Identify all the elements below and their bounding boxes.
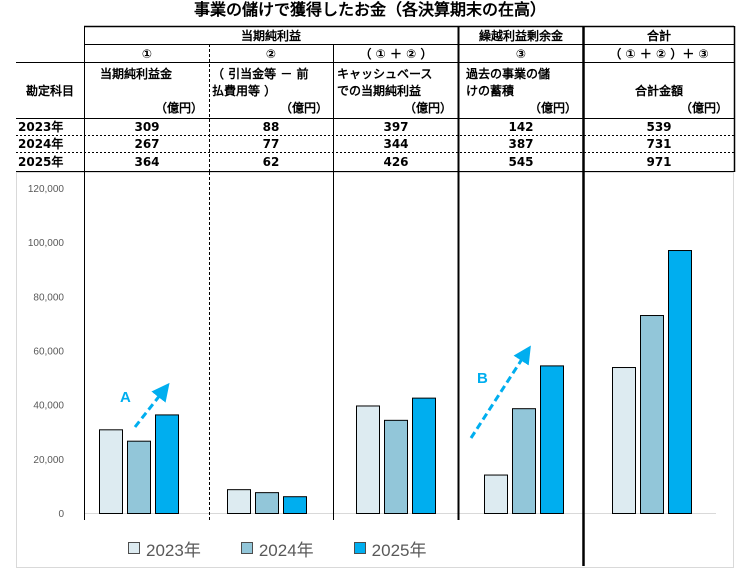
bar-2025年-1 — [283, 496, 307, 515]
data-table: 当期純利益 繰越利益剰余金 合計 ① ② （ ① ＋ ② ） ③ （ ① ＋ ②… — [16, 25, 736, 172]
bar-2025年-2 — [412, 397, 436, 514]
y-tick-label: 40,000 — [33, 401, 64, 412]
col-marker-3: （ ① ＋ ② ） — [359, 46, 432, 61]
legend-item-2024: 2024年 — [240, 536, 314, 561]
bar-2023年-2 — [356, 405, 380, 514]
bar-2025年-4 — [668, 250, 692, 514]
col1-unit: （億円） — [155, 100, 203, 115]
col2-label-line2: 払費用等 ） — [212, 83, 276, 98]
bar-2024年-1 — [255, 492, 279, 515]
row-year: 2024年 — [18, 136, 63, 151]
bar-2025年-3 — [540, 365, 564, 515]
col-marker-5: （ ① ＋ ② ）＋ ③ — [609, 46, 708, 61]
col2-label-line1: （ 引当金等 － 前 — [212, 66, 309, 81]
group-header-total: 合計 — [647, 28, 671, 43]
y-tick-label: 80,000 — [33, 292, 64, 303]
table-cell: 344 — [383, 137, 408, 151]
col3-label-line2: での当期純利益 — [337, 83, 421, 98]
table-cell: 364 — [134, 155, 159, 169]
row-year: 2025年 — [18, 154, 63, 169]
bar-2023年-0 — [99, 429, 123, 514]
legend-label: 2025年 — [371, 540, 427, 560]
table-cell: 77 — [263, 137, 280, 151]
table-cell: 387 — [508, 137, 533, 151]
bar-2023年-3 — [484, 474, 508, 514]
row-year: 2023年 — [18, 119, 63, 134]
col3-label-line1: キャッシュベース — [337, 67, 432, 81]
table-cell: 539 — [646, 120, 671, 134]
y-tick-label: 120,000 — [28, 184, 65, 195]
group-header-retained: 繰越利益剰余金 — [479, 28, 564, 43]
chart-separator-lines — [84, 172, 585, 566]
bar-2024年-3 — [512, 408, 536, 514]
table-cell: 88 — [263, 120, 280, 134]
col1-label-line1: 当期純利益金 — [100, 66, 173, 81]
table-cell: 545 — [508, 155, 533, 169]
legend-swatch — [128, 542, 140, 554]
col2-unit: （億円） — [280, 100, 328, 115]
col-marker-1: ① — [142, 47, 152, 61]
table-cell: 267 — [134, 137, 159, 151]
table-cell: 309 — [134, 120, 159, 134]
table-cell: 971 — [646, 155, 671, 169]
table-grid-lines — [16, 25, 736, 172]
chart-legend: 2023年 2024年 2025年 — [128, 536, 466, 560]
row-header-label: 勘定科目 — [26, 83, 74, 98]
legend-item-2025: 2025年 — [353, 536, 427, 561]
annotation-arrow-B — [469, 345, 531, 439]
col4-label-line2: けの蓄積 — [466, 83, 515, 98]
bar-2024年-2 — [384, 419, 408, 515]
col4-label-line1: 過去の事業の儲 — [465, 66, 550, 81]
annotation-label-B: B — [477, 370, 488, 387]
legend-label: 2023年 — [146, 540, 201, 560]
y-tick-label: 20,000 — [33, 455, 64, 466]
table-cell: 62 — [263, 155, 280, 169]
group-header-current-profit: 当期純利益 — [241, 28, 301, 43]
bar-2024年-4 — [640, 315, 664, 515]
table-cell: 397 — [383, 120, 408, 134]
chart-area-border — [16, 172, 734, 568]
legend-label: 2024年 — [258, 540, 314, 560]
y-tick-label: 100,000 — [28, 238, 65, 249]
table-cell: 426 — [383, 155, 408, 169]
col-marker-2: ② — [266, 47, 276, 61]
annotation-label-A: A — [120, 389, 131, 406]
col5-label-line2: 合計金額 — [635, 83, 683, 98]
annotation-arrow-A — [133, 382, 170, 428]
col4-unit: （億円） — [529, 100, 577, 115]
table-cell: 731 — [646, 137, 671, 151]
legend-swatch — [353, 542, 366, 554]
page-title: 事業の儲けで獲得したお金（各決算期末の在高） — [193, 0, 546, 19]
legend-swatch — [240, 542, 253, 554]
bar-2024年-0 — [127, 440, 151, 514]
y-tick-label: 60,000 — [33, 347, 64, 358]
y-tick-label: 0 — [58, 509, 64, 520]
col5-unit: （億円） — [680, 100, 728, 115]
bar-2023年-4 — [612, 367, 636, 515]
bar-2023年-1 — [227, 489, 251, 514]
legend-item-2023: 2023年 — [128, 536, 201, 561]
bar-2025年-0 — [155, 414, 179, 514]
col3-unit: （億円） — [404, 100, 452, 115]
col-marker-4: ③ — [516, 47, 526, 61]
table-cell: 142 — [508, 120, 533, 134]
